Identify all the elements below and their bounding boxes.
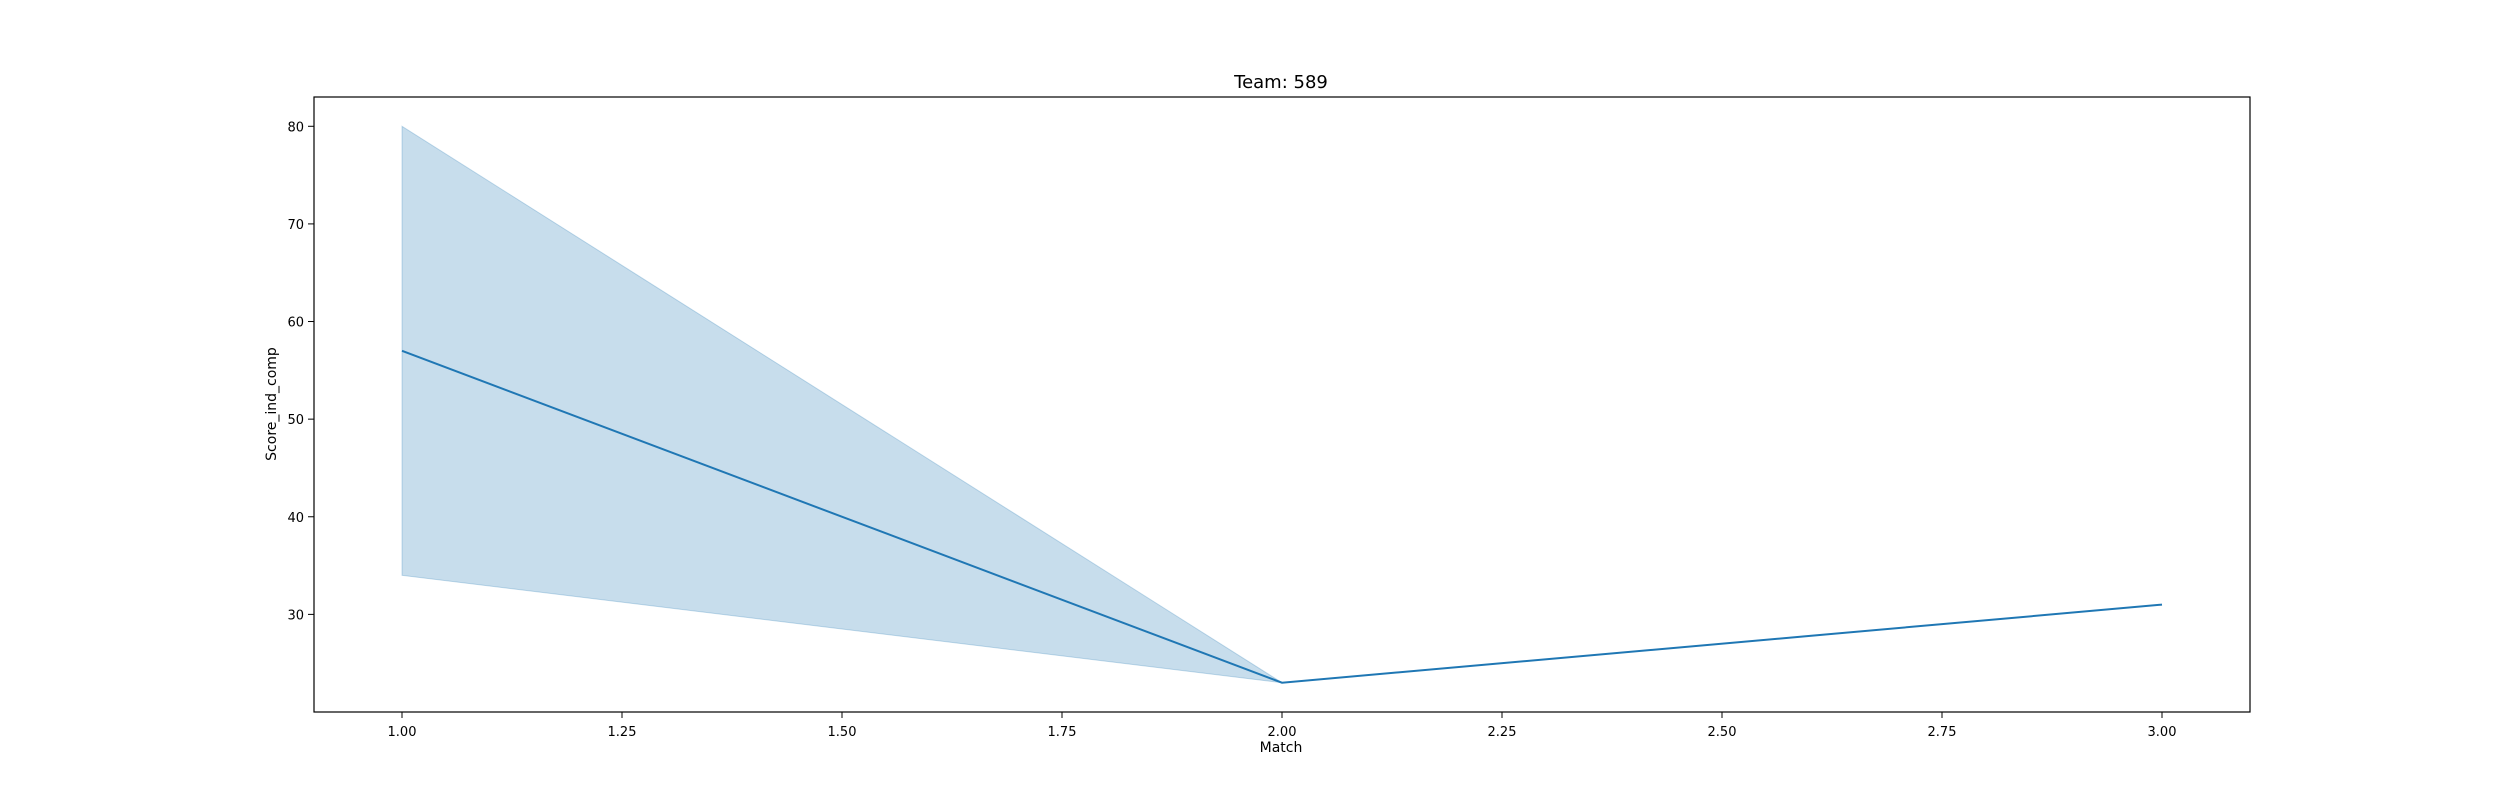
x-tick-label: 2.25 <box>1488 725 1517 740</box>
series-layer <box>401 349 2163 684</box>
y-axis-label: Score_ind_comp <box>264 347 280 461</box>
x-tick-label: 1.75 <box>1048 725 1077 740</box>
y-tick-label: 30 <box>287 608 304 623</box>
x-axis-label: Match <box>1260 740 1303 756</box>
y-axis: 30 40 50 60 70 80 <box>287 120 314 623</box>
y-tick-label: 50 <box>287 413 304 428</box>
x-axis: 1.00 1.25 1.50 1.75 2.00 2.25 2.50 2.75 3.00 <box>388 712 2177 740</box>
confidence-band-layer <box>401 125 2163 684</box>
y-tick-label: 40 <box>287 511 304 526</box>
x-tick-label: 1.00 <box>388 725 417 740</box>
x-tick-label: 3.00 <box>2148 725 2177 740</box>
y-tick-label: 60 <box>287 316 304 331</box>
x-tick-label: 2.00 <box>1268 725 1297 740</box>
x-tick-label: 2.50 <box>1708 725 1737 740</box>
y-tick-label: 80 <box>287 120 304 135</box>
x-tick-label: 1.25 <box>608 725 637 740</box>
x-tick-label: 1.50 <box>828 725 857 740</box>
y-tick-label: 70 <box>287 218 304 233</box>
x-tick-label: 2.75 <box>1928 725 1957 740</box>
chart-title: Team: 589 <box>1233 72 1328 93</box>
confidence-band <box>401 125 2163 684</box>
